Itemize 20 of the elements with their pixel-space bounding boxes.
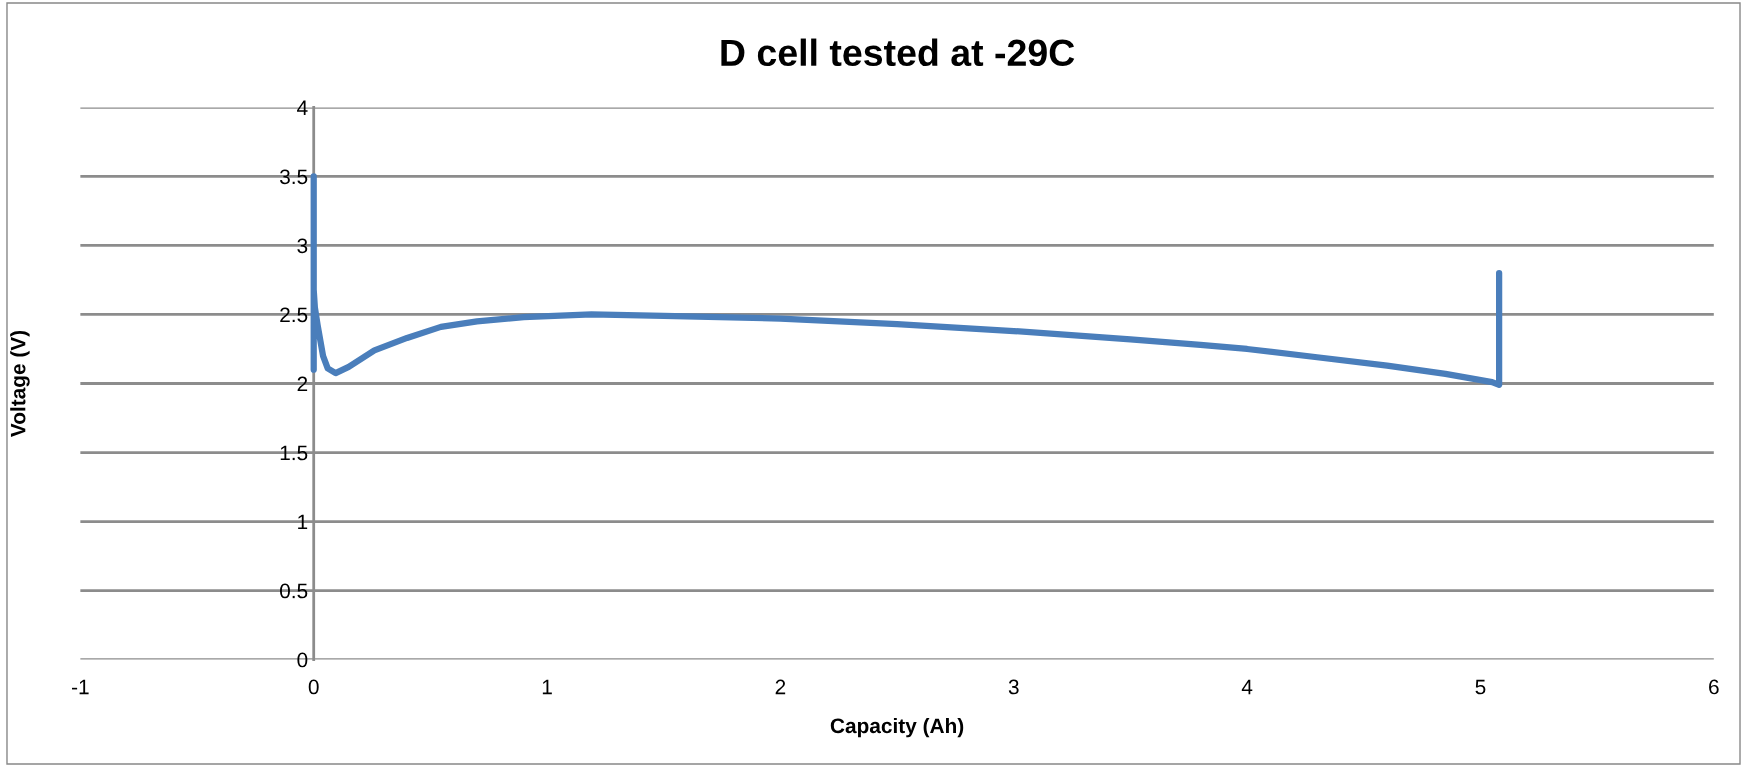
chart-title: D cell tested at -29C	[721, 38, 1075, 67]
x-tick-label: 4	[1241, 679, 1253, 695]
x-tick-label: 1	[542, 679, 552, 695]
y-axis-title: Voltage (V)	[10, 330, 30, 437]
x-tick-label: 6	[1709, 679, 1719, 695]
y-tick-label: 2.5	[280, 307, 308, 323]
x-tick-label: 0	[308, 679, 319, 695]
y-tick-label: 1	[298, 514, 308, 530]
y-tick-label: 0.5	[280, 583, 308, 599]
x-tick-label: -1	[72, 679, 89, 695]
x-axis-title: Capacity (Ah)	[830, 717, 964, 738]
y-tick-label: 0	[297, 652, 308, 668]
x-tick-label: 2	[775, 679, 786, 695]
y-tick-label: 3.5	[279, 169, 308, 185]
x-tick-label: 3	[1008, 679, 1019, 695]
y-tick-label: 4	[297, 100, 308, 115]
y-tick-label: 1.5	[280, 445, 308, 461]
y-tick-label: 2	[297, 376, 308, 392]
y-tick-label: 3	[297, 238, 308, 254]
x-tick-label: 5	[1475, 679, 1486, 695]
